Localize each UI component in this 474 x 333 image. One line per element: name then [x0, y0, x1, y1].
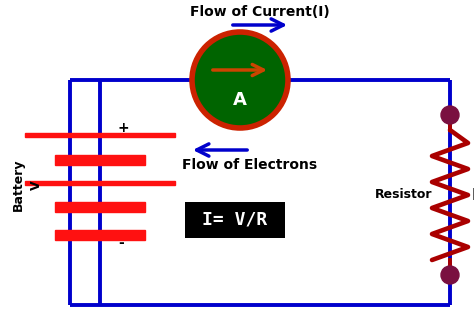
- Text: +: +: [118, 121, 129, 135]
- Text: I= V/R: I= V/R: [202, 211, 268, 229]
- Bar: [55, 230, 145, 240]
- Text: A: A: [233, 91, 247, 109]
- Text: V: V: [29, 180, 43, 190]
- Circle shape: [441, 266, 459, 284]
- Text: Battery: Battery: [11, 159, 25, 211]
- Bar: [55, 155, 145, 165]
- Text: Flow of Electrons: Flow of Electrons: [182, 158, 318, 172]
- Text: Resistor: Resistor: [374, 188, 432, 201]
- Bar: [25, 133, 175, 137]
- Bar: [25, 181, 175, 185]
- Bar: [55, 202, 145, 212]
- FancyBboxPatch shape: [185, 202, 285, 238]
- Circle shape: [441, 106, 459, 124]
- Text: Flow of Current(I): Flow of Current(I): [190, 5, 330, 19]
- Circle shape: [192, 32, 288, 128]
- Text: -: -: [118, 236, 124, 250]
- Text: R: R: [472, 187, 474, 202]
